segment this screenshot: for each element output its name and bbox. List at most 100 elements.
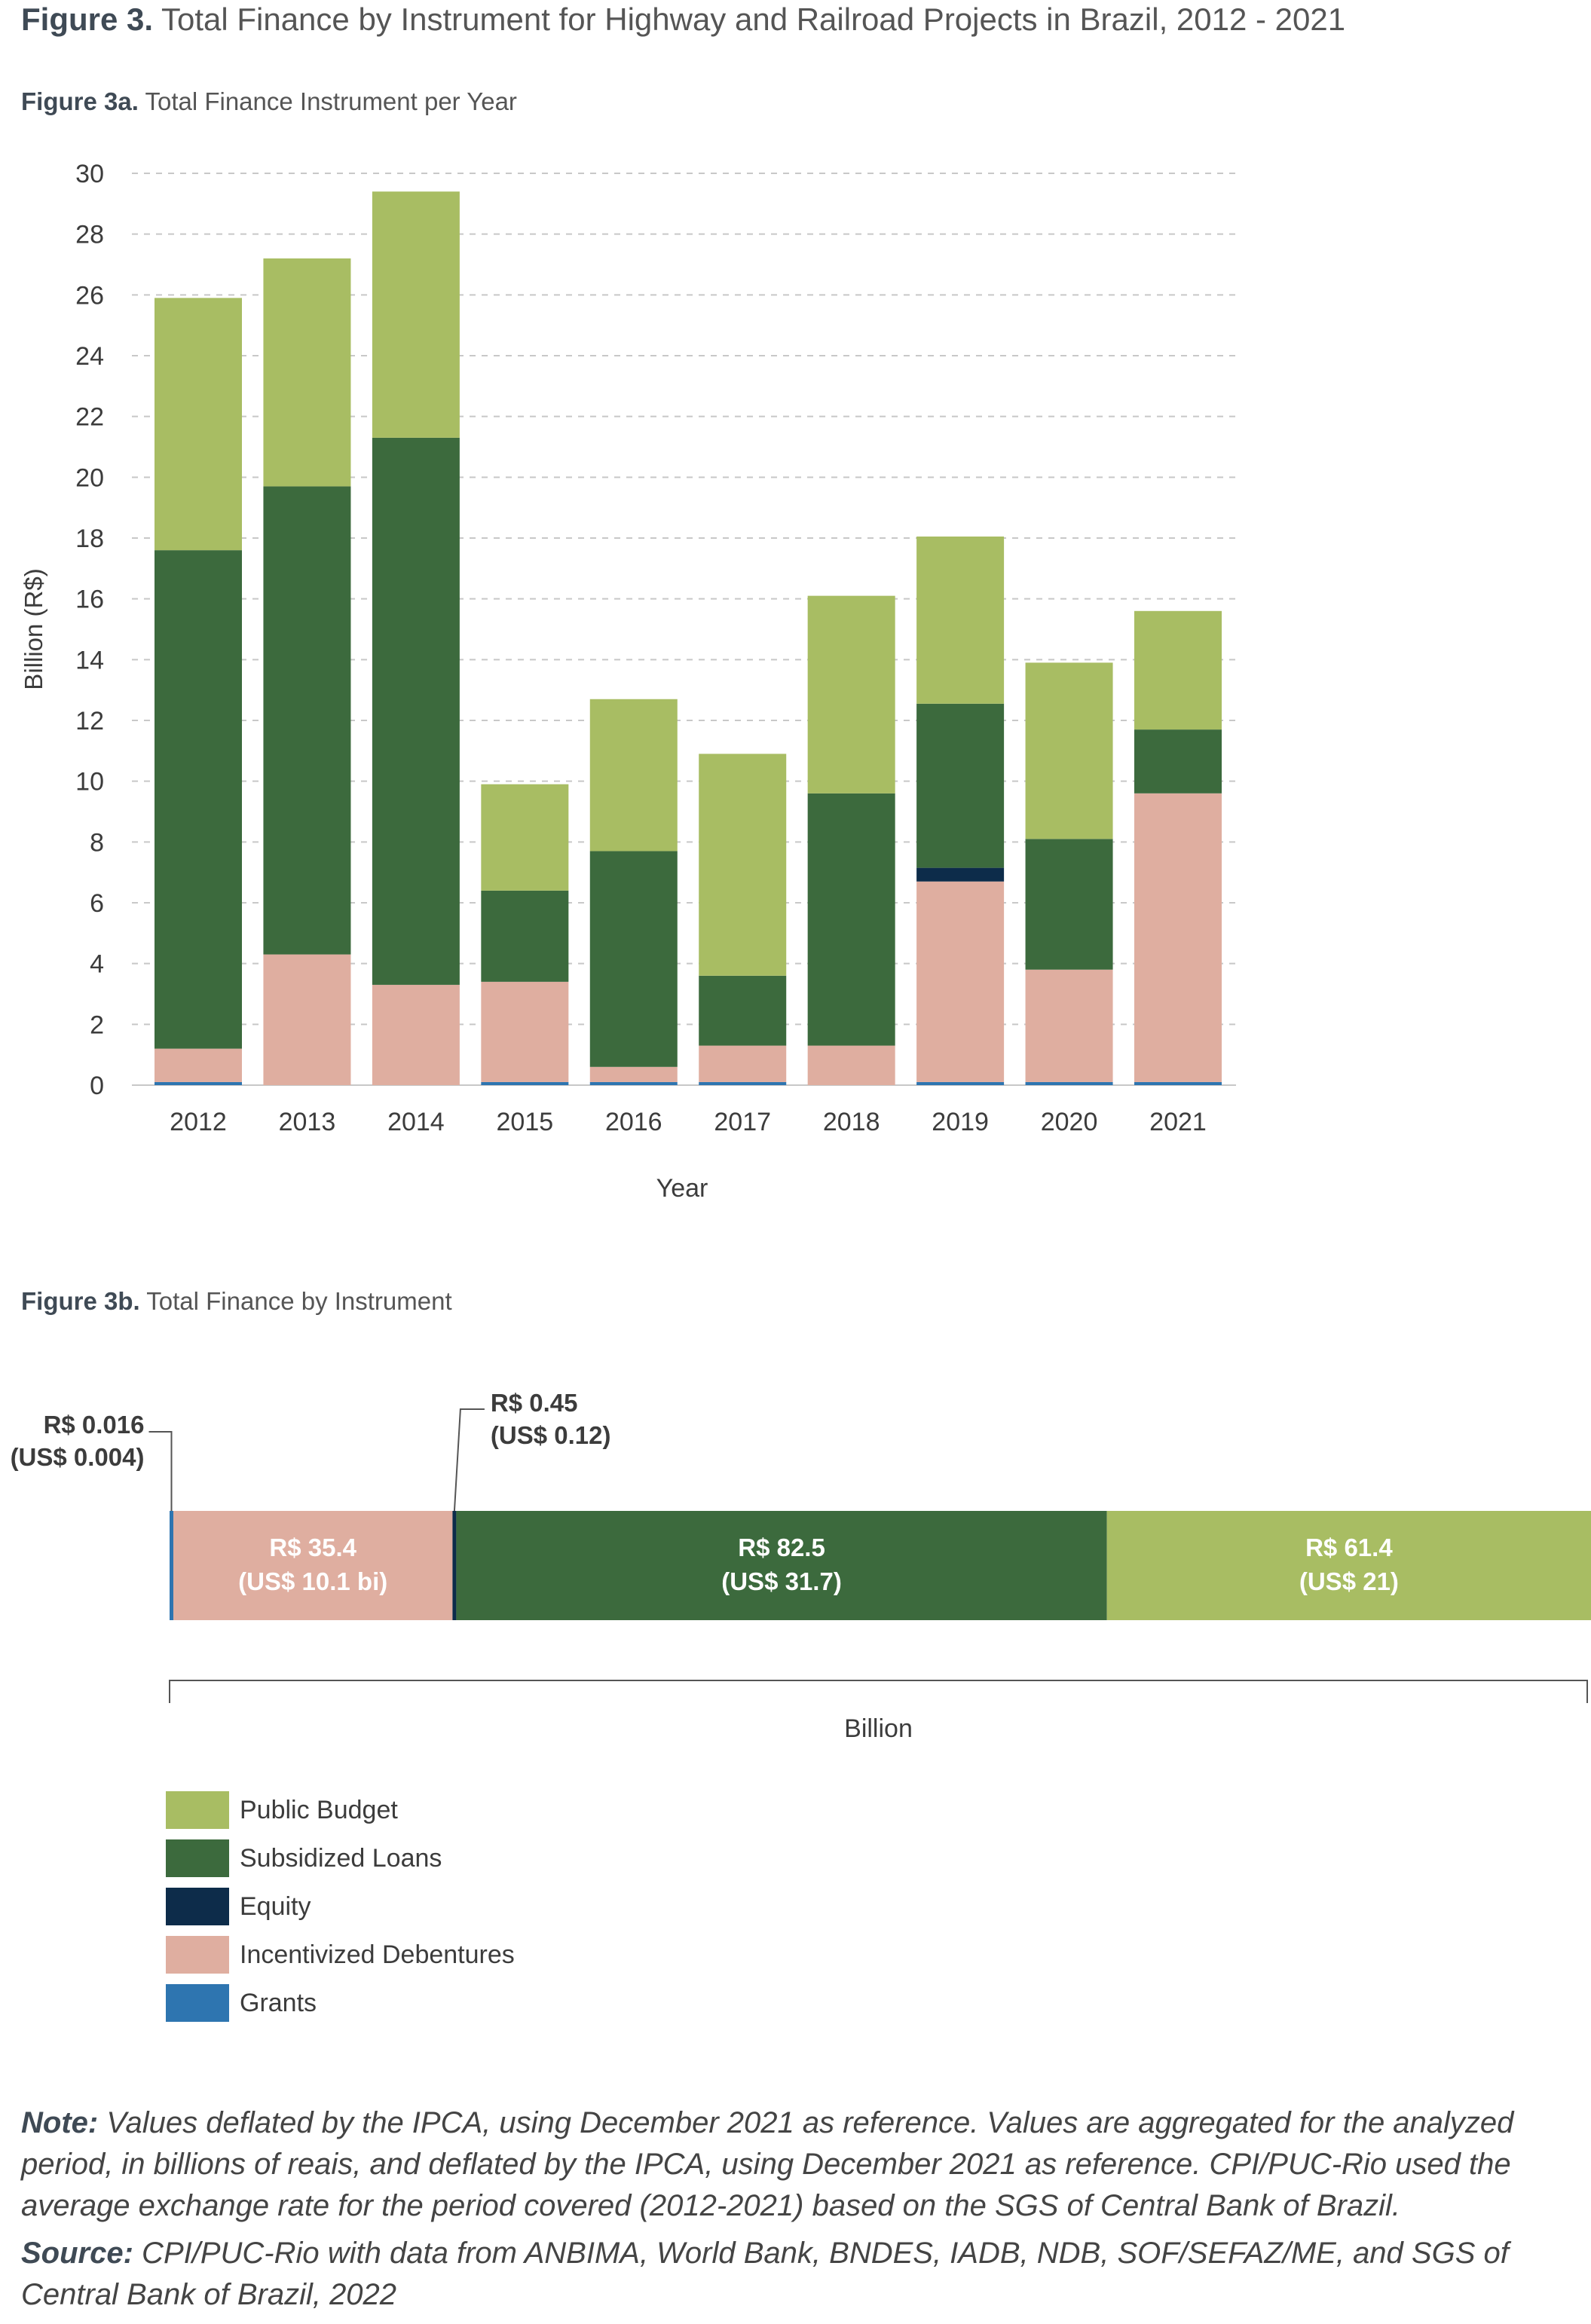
total-by-instrument-bar: R$ 35.4 (US$ 10.1 bi) R$ 82.5 (US$ 31.7) R$ … xyxy=(11,1389,1591,1743)
legend-label: Subsidized Loans xyxy=(240,1843,442,1873)
legend-item-incentivized-debentures: Incentivized Debentures xyxy=(166,1931,515,1979)
y-axis-label: Billion (R$) xyxy=(20,568,47,690)
figure-3a-label: Figure 3a. xyxy=(21,87,139,115)
bar-segment xyxy=(589,1081,678,1085)
y-tick-label: 18 xyxy=(75,524,104,553)
figure-title: Figure 3. Total Finance by Instrument fo… xyxy=(21,2,1345,38)
legend-item-equity: Equity xyxy=(166,1882,515,1931)
bar-segment xyxy=(1025,969,1113,1082)
bar-segment xyxy=(1025,839,1113,970)
bar-segment xyxy=(1134,1081,1222,1085)
x-tick-label: 2014 xyxy=(387,1108,445,1136)
legend-swatch xyxy=(166,1791,229,1829)
data-label: (US$ 10.1 bi) xyxy=(238,1567,387,1595)
bar-segment xyxy=(456,1511,1107,1620)
bar-segment xyxy=(1025,1081,1113,1085)
bar-segment xyxy=(807,793,895,1046)
bar-segment xyxy=(699,1081,787,1085)
bar-segment xyxy=(916,1081,1005,1085)
y-tick-label: 8 xyxy=(90,828,104,857)
y-tick-label: 16 xyxy=(75,586,104,614)
bar-segment xyxy=(1106,1511,1591,1620)
bar-segment xyxy=(1025,662,1113,839)
x-tick-label: 2017 xyxy=(714,1108,771,1136)
bar-segment xyxy=(481,890,569,982)
bar-segment xyxy=(1134,729,1222,794)
x-tick-label: 2013 xyxy=(279,1108,336,1136)
bar-segment xyxy=(481,1081,569,1085)
y-tick-label: 22 xyxy=(75,403,104,432)
source-label: Source: xyxy=(21,2237,133,2270)
y-tick-label: 6 xyxy=(90,889,104,918)
x-tick-label: 2015 xyxy=(497,1108,554,1136)
bar-segment xyxy=(1134,793,1222,1082)
data-label: R$ 82.5 xyxy=(738,1534,825,1561)
figure-3a-title-text: Total Finance Instrument per Year xyxy=(145,87,517,115)
bar-segment xyxy=(481,981,569,1082)
bar-segment xyxy=(452,1511,457,1620)
bar-segment xyxy=(155,1048,242,1082)
x-tick-label: 2018 xyxy=(823,1108,880,1136)
x-axis-label: Year xyxy=(656,1174,708,1203)
bar-segment xyxy=(589,1066,678,1082)
figure-3b-title-text: Total Finance by Instrument xyxy=(146,1287,452,1315)
y-tick-label: 2 xyxy=(90,1011,104,1039)
x-tick-label: 2012 xyxy=(170,1108,227,1136)
x-tick-label: 2016 xyxy=(605,1108,662,1136)
y-tick-label: 20 xyxy=(75,463,104,492)
figure-3b-title: Figure 3b. Total Finance by Instrument xyxy=(21,1287,452,1316)
bar-segment xyxy=(372,191,460,438)
bar-segment xyxy=(263,486,351,955)
bar-segment xyxy=(155,1081,242,1085)
data-label: (US$ 31.7) xyxy=(721,1567,842,1595)
bar-segment xyxy=(807,1045,895,1085)
figure-3b-label: Figure 3b. xyxy=(21,1287,140,1315)
notes: Note: Values deflated by the IPCA, using… xyxy=(21,2102,1559,2322)
x-tick-label: 2021 xyxy=(1149,1108,1207,1136)
bar-segment xyxy=(173,1511,453,1620)
bar-segment xyxy=(916,536,1005,704)
axis-bracket xyxy=(169,1680,1588,1703)
callout-label: (US$ 0.004) xyxy=(11,1443,145,1471)
x-tick-label: 2019 xyxy=(932,1108,989,1136)
y-tick-label: 14 xyxy=(75,646,104,674)
y-tick-label: 0 xyxy=(90,1072,104,1100)
legend-label: Equity xyxy=(240,1891,311,1921)
y-tick-label: 4 xyxy=(90,950,104,979)
y-tick-label: 12 xyxy=(75,707,104,735)
figure-3a-title: Figure 3a. Total Finance Instrument per … xyxy=(21,87,517,116)
legend-label: Public Budget xyxy=(240,1795,398,1824)
source-text: CPI/PUC-Rio with data from ANBIMA, World… xyxy=(21,2237,1509,2311)
bar-segment xyxy=(699,975,787,1046)
y-tick-label: 10 xyxy=(75,768,104,797)
callout-line xyxy=(148,1431,173,1511)
bar-segment xyxy=(1134,610,1222,730)
x-axis-label: Billion xyxy=(844,1714,913,1743)
bar-segment xyxy=(155,550,242,1049)
legend-swatch xyxy=(166,1936,229,1974)
legend-swatch xyxy=(166,1984,229,2022)
legend: Public Budget Subsidized Loans Equity In… xyxy=(166,1786,515,2027)
bar-segment xyxy=(807,595,895,794)
note-label: Note: xyxy=(21,2106,99,2139)
y-tick-label: 30 xyxy=(75,160,104,188)
figure-label: Figure 3. xyxy=(21,2,154,37)
bar-segment xyxy=(155,298,242,551)
y-tick-label: 24 xyxy=(75,342,104,371)
callout-label: R$ 0.016 xyxy=(44,1411,145,1439)
bar-segment xyxy=(916,703,1005,868)
bar-segment xyxy=(916,881,1005,1082)
callout-label: (US$ 0.12) xyxy=(491,1421,611,1449)
legend-label: Grants xyxy=(240,1988,317,2017)
bar-segment xyxy=(481,784,569,891)
source: Source: CPI/PUC-Rio with data from ANBIM… xyxy=(21,2233,1559,2316)
bar-segment xyxy=(372,437,460,985)
legend-swatch xyxy=(166,1888,229,1925)
note-text: Values deflated by the IPCA, using Decem… xyxy=(21,2106,1514,2222)
y-tick-label: 26 xyxy=(75,281,104,310)
bar-segment xyxy=(699,1045,787,1082)
data-label: R$ 35.4 xyxy=(269,1534,356,1561)
bar-segment xyxy=(916,867,1005,882)
y-tick-label: 28 xyxy=(75,221,104,249)
